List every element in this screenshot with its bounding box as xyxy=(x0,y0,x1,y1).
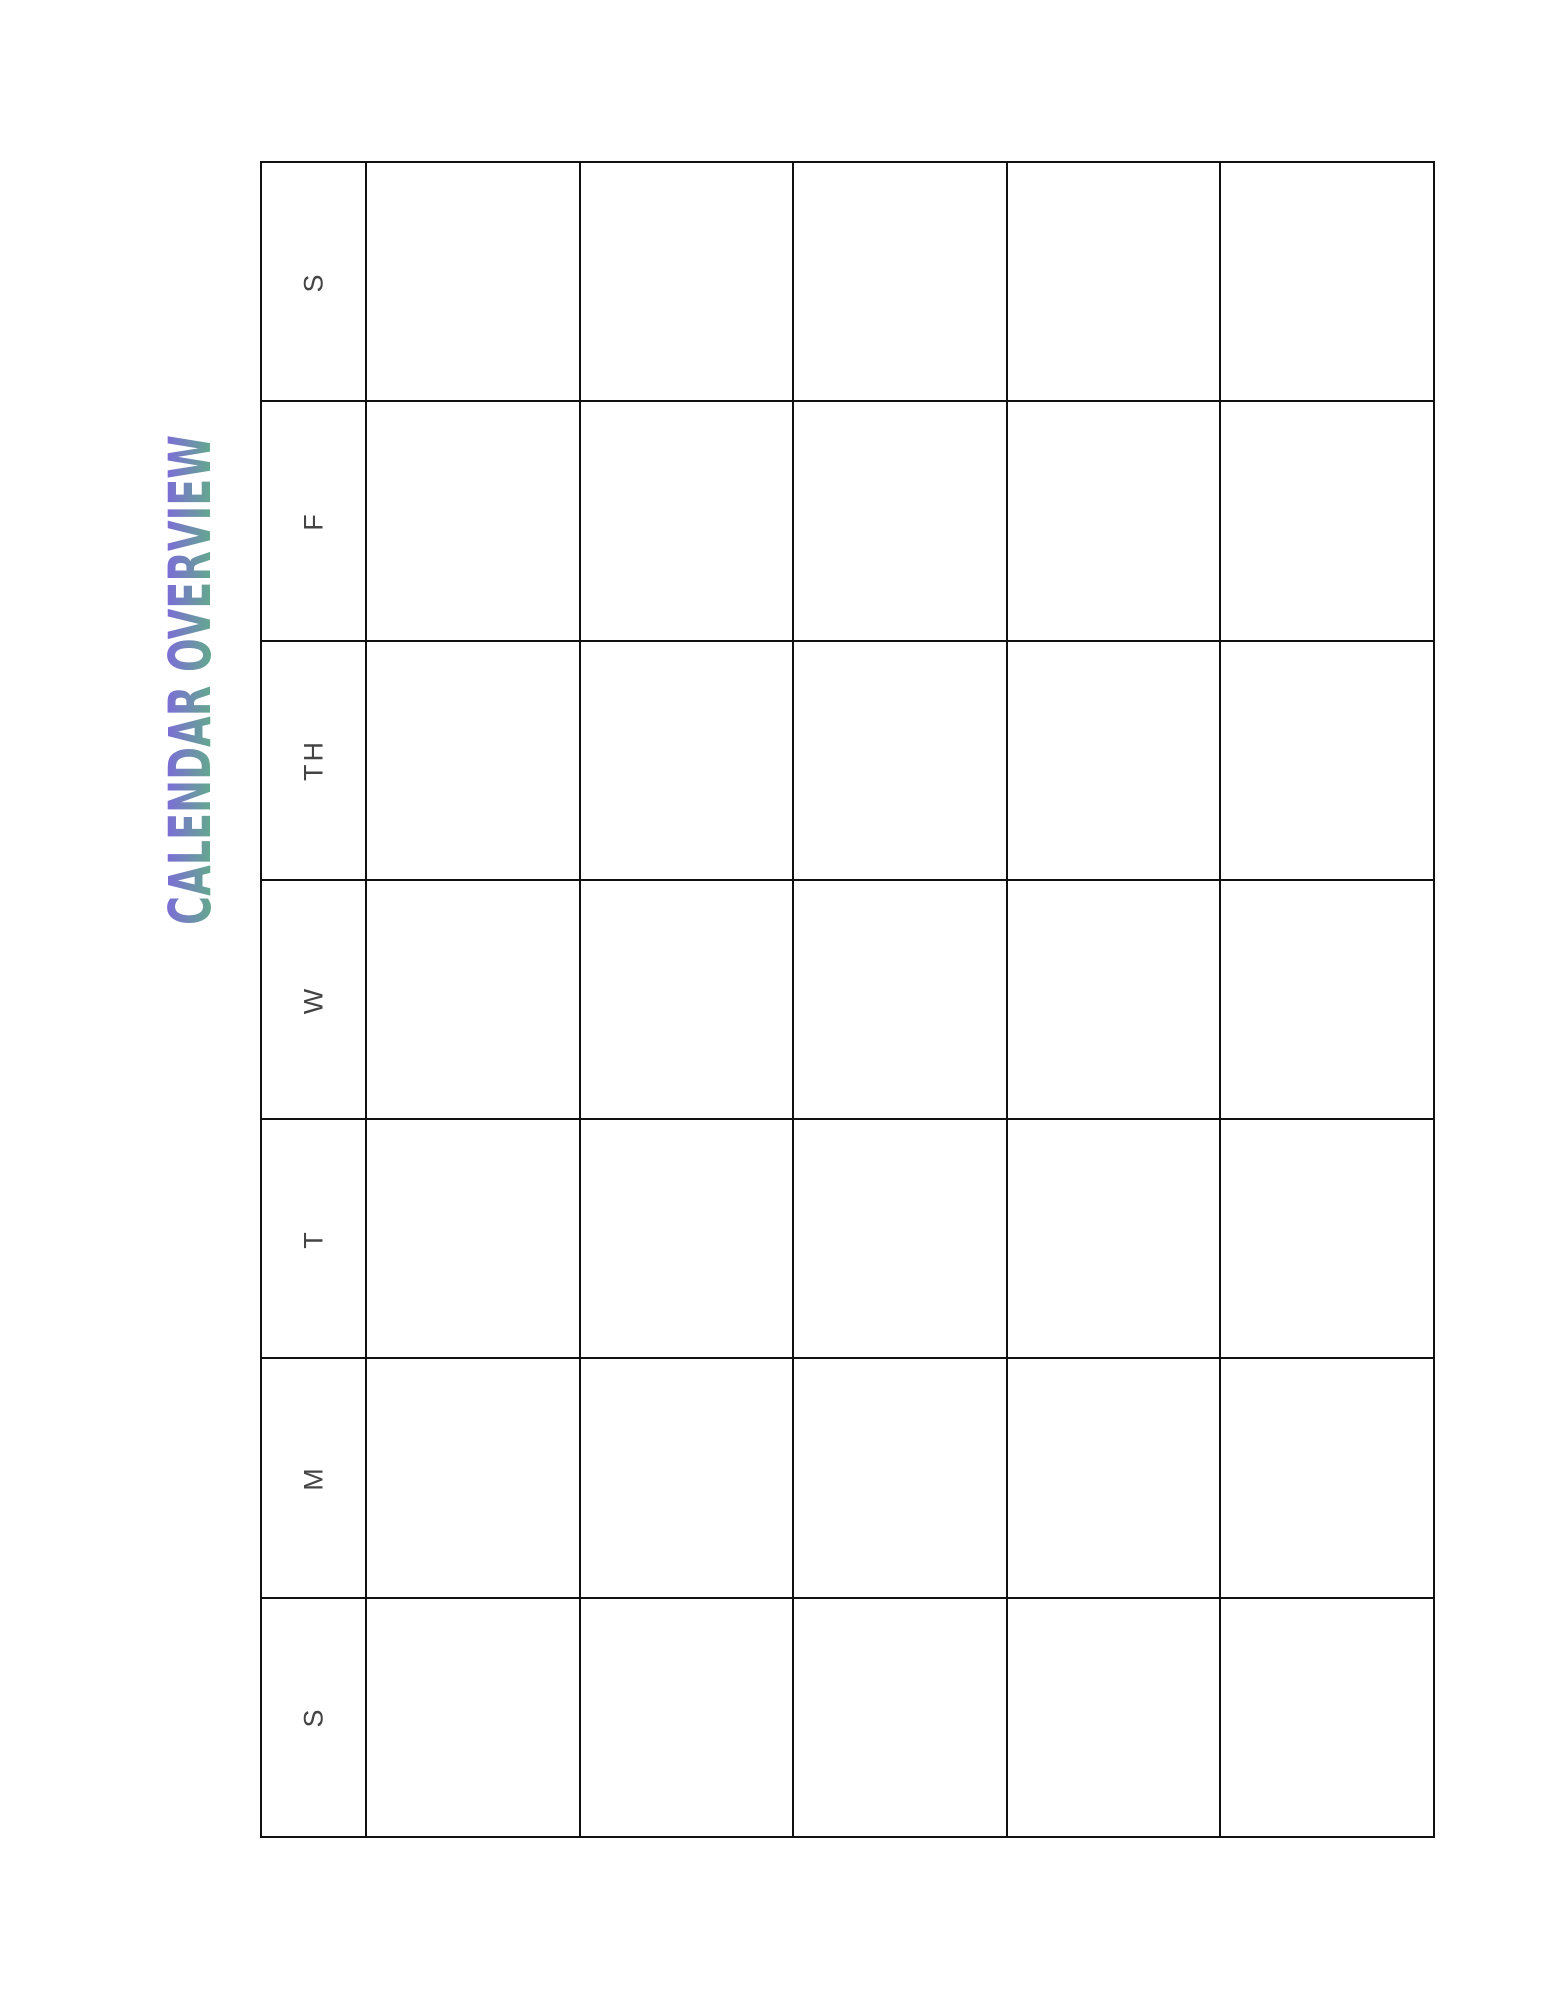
calendar-grid: S M T W TH F S xyxy=(260,161,1435,1838)
calendar-cell[interactable] xyxy=(581,1120,795,1358)
calendar-cell[interactable] xyxy=(581,163,795,401)
calendar-cell[interactable] xyxy=(1221,1120,1433,1357)
day-row: W xyxy=(262,878,1433,1119)
day-row: F xyxy=(262,400,1433,640)
day-label: M xyxy=(298,1465,328,1491)
calendar-cell[interactable] xyxy=(1008,880,1222,1119)
calendar-cell[interactable] xyxy=(581,1598,795,1836)
calendar-cell[interactable] xyxy=(367,1120,581,1358)
day-label-cell: M xyxy=(262,1359,367,1597)
day-row: S xyxy=(262,163,1433,401)
title-text: CALENDAR OVERVIEW xyxy=(160,435,220,925)
calendar-cell[interactable] xyxy=(367,1359,581,1597)
calendar-cell[interactable] xyxy=(1221,1359,1433,1596)
day-row: S xyxy=(262,1596,1433,1836)
day-label-cell: W xyxy=(262,880,367,1119)
day-row: TH xyxy=(262,639,1433,879)
calendar-cell[interactable] xyxy=(367,163,581,401)
day-label: TH xyxy=(298,739,328,782)
day-label: S xyxy=(298,1706,328,1728)
calendar-cell[interactable] xyxy=(1008,1120,1222,1358)
day-row: T xyxy=(262,1118,1433,1358)
calendar-cell[interactable] xyxy=(1008,641,1222,879)
calendar-cell[interactable] xyxy=(794,163,1008,401)
day-label: F xyxy=(298,511,328,531)
calendar-cell[interactable] xyxy=(1008,163,1222,401)
calendar-cell[interactable] xyxy=(581,641,795,879)
calendar-cell[interactable] xyxy=(367,641,581,879)
calendar-cell[interactable] xyxy=(794,1120,1008,1358)
day-row: M xyxy=(262,1357,1433,1597)
calendar-cell[interactable] xyxy=(581,402,795,640)
day-label-cell: T xyxy=(262,1120,367,1358)
calendar-cell[interactable] xyxy=(794,641,1008,879)
calendar-cell[interactable] xyxy=(1008,1598,1222,1836)
day-label: T xyxy=(298,1229,328,1249)
calendar-cell[interactable] xyxy=(367,880,581,1119)
calendar-cell[interactable] xyxy=(1221,642,1433,879)
calendar-cell[interactable] xyxy=(1221,881,1433,1118)
calendar-cell[interactable] xyxy=(794,402,1008,640)
day-label-cell: S xyxy=(262,1598,367,1836)
calendar-cell[interactable] xyxy=(1221,163,1433,400)
calendar-cell[interactable] xyxy=(367,1598,581,1836)
calendar-cell[interactable] xyxy=(1008,1359,1222,1597)
calendar-cell[interactable] xyxy=(1221,1599,1433,1836)
calendar-cell[interactable] xyxy=(581,880,795,1119)
day-label: W xyxy=(298,985,328,1014)
calendar-cell[interactable] xyxy=(581,1359,795,1597)
calendar-cell[interactable] xyxy=(794,1359,1008,1597)
calendar-cell[interactable] xyxy=(1008,402,1222,640)
calendar-cell[interactable] xyxy=(794,1598,1008,1836)
page-title: CALENDAR OVERVIEW xyxy=(156,430,224,930)
day-label: S xyxy=(298,271,328,293)
calendar-cell[interactable] xyxy=(1221,402,1433,639)
day-label-cell: S xyxy=(262,163,367,401)
day-label-cell: F xyxy=(262,402,367,640)
calendar-cell[interactable] xyxy=(794,880,1008,1119)
day-label-cell: TH xyxy=(262,641,367,879)
calendar-cell[interactable] xyxy=(367,402,581,640)
